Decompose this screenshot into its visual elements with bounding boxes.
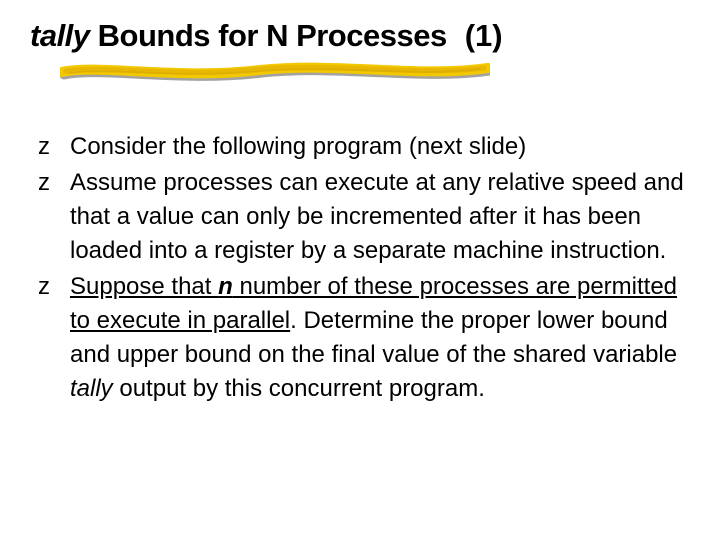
slide: tally Bounds for N Processes (1) z Consi…: [0, 0, 720, 540]
slide-title: tally Bounds for N Processes: [30, 18, 447, 54]
title-rest: Bounds for N Processes: [90, 18, 447, 53]
list-item: z Assume processes can execute at any re…: [38, 166, 690, 268]
bullet-text: Assume processes can execute at any rela…: [70, 166, 690, 268]
bullet-marker: z: [38, 130, 70, 164]
bullet-text: Suppose that n number of these processes…: [70, 270, 690, 406]
title-underline: [30, 60, 690, 86]
bullet-text: Consider the following program (next sli…: [70, 130, 526, 164]
bullet-marker: z: [38, 270, 70, 304]
text-run: Assume processes can execute at any rela…: [70, 169, 684, 264]
list-item: z Suppose that n number of these process…: [38, 270, 690, 406]
slide-title-row: tally Bounds for N Processes (1): [30, 18, 690, 54]
text-run: output by this concurrent program.: [113, 375, 485, 402]
bullet-list: z Consider the following program (next s…: [30, 130, 690, 406]
bullet-marker: z: [38, 166, 70, 200]
title-italic-word: tally: [30, 18, 90, 53]
text-run: Suppose that: [70, 273, 218, 300]
text-run: n: [218, 273, 233, 300]
list-item: z Consider the following program (next s…: [38, 130, 690, 164]
slide-title-number: (1): [465, 18, 503, 54]
text-run: Consider the following program (next sli…: [70, 133, 526, 160]
text-run: tally: [70, 375, 113, 402]
brush-underline-icon: [60, 60, 490, 84]
